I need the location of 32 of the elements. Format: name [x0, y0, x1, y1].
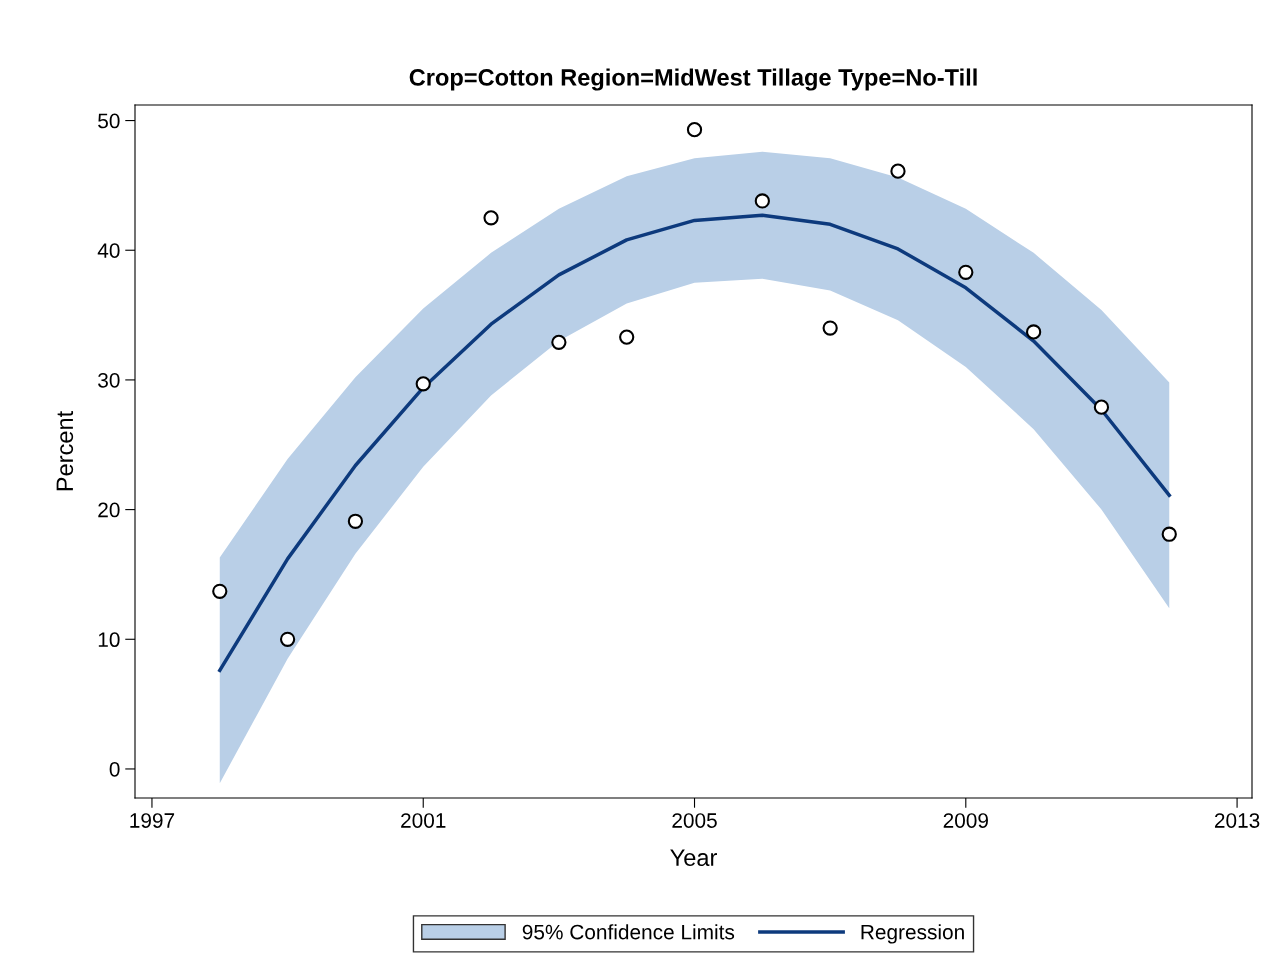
point [551, 334, 567, 350]
x-tick-label: 2013 [1214, 813, 1260, 828]
point [958, 264, 974, 280]
y-axis-title: Percent [56, 410, 74, 491]
chart-title: Crop=Cotton Region=MidWest Tillage Type=No-Till [409, 68, 977, 91]
point [415, 376, 431, 392]
text: 95% Confidence Limits [522, 924, 735, 940]
point [279, 631, 296, 647]
point [619, 329, 635, 345]
point [347, 513, 364, 529]
point [822, 320, 838, 336]
y-tick-label: 20 [98, 502, 120, 518]
x-tick-label: 2001 [401, 813, 446, 828]
point [1025, 324, 1042, 340]
y-tick-label: 0 [109, 761, 120, 777]
x-axis-title: Year [670, 849, 717, 867]
point [212, 583, 228, 599]
point [1161, 526, 1177, 542]
y-tick-label: 50 [98, 113, 120, 129]
point [483, 210, 499, 226]
point [1093, 399, 1110, 415]
x-tick-label: 2009 [943, 813, 988, 828]
line-series [218, 213, 1171, 673]
point [890, 163, 906, 179]
y-tick-label: 40 [97, 243, 120, 258]
x-tick-label: 2005 [672, 813, 717, 828]
point [754, 193, 770, 209]
legend-label: Regression [861, 924, 964, 944]
y-tick-label: 30 [98, 372, 120, 388]
x-tick-label: 1997 [130, 813, 175, 828]
y-tick-label: 10 [98, 632, 120, 648]
point [686, 122, 703, 138]
